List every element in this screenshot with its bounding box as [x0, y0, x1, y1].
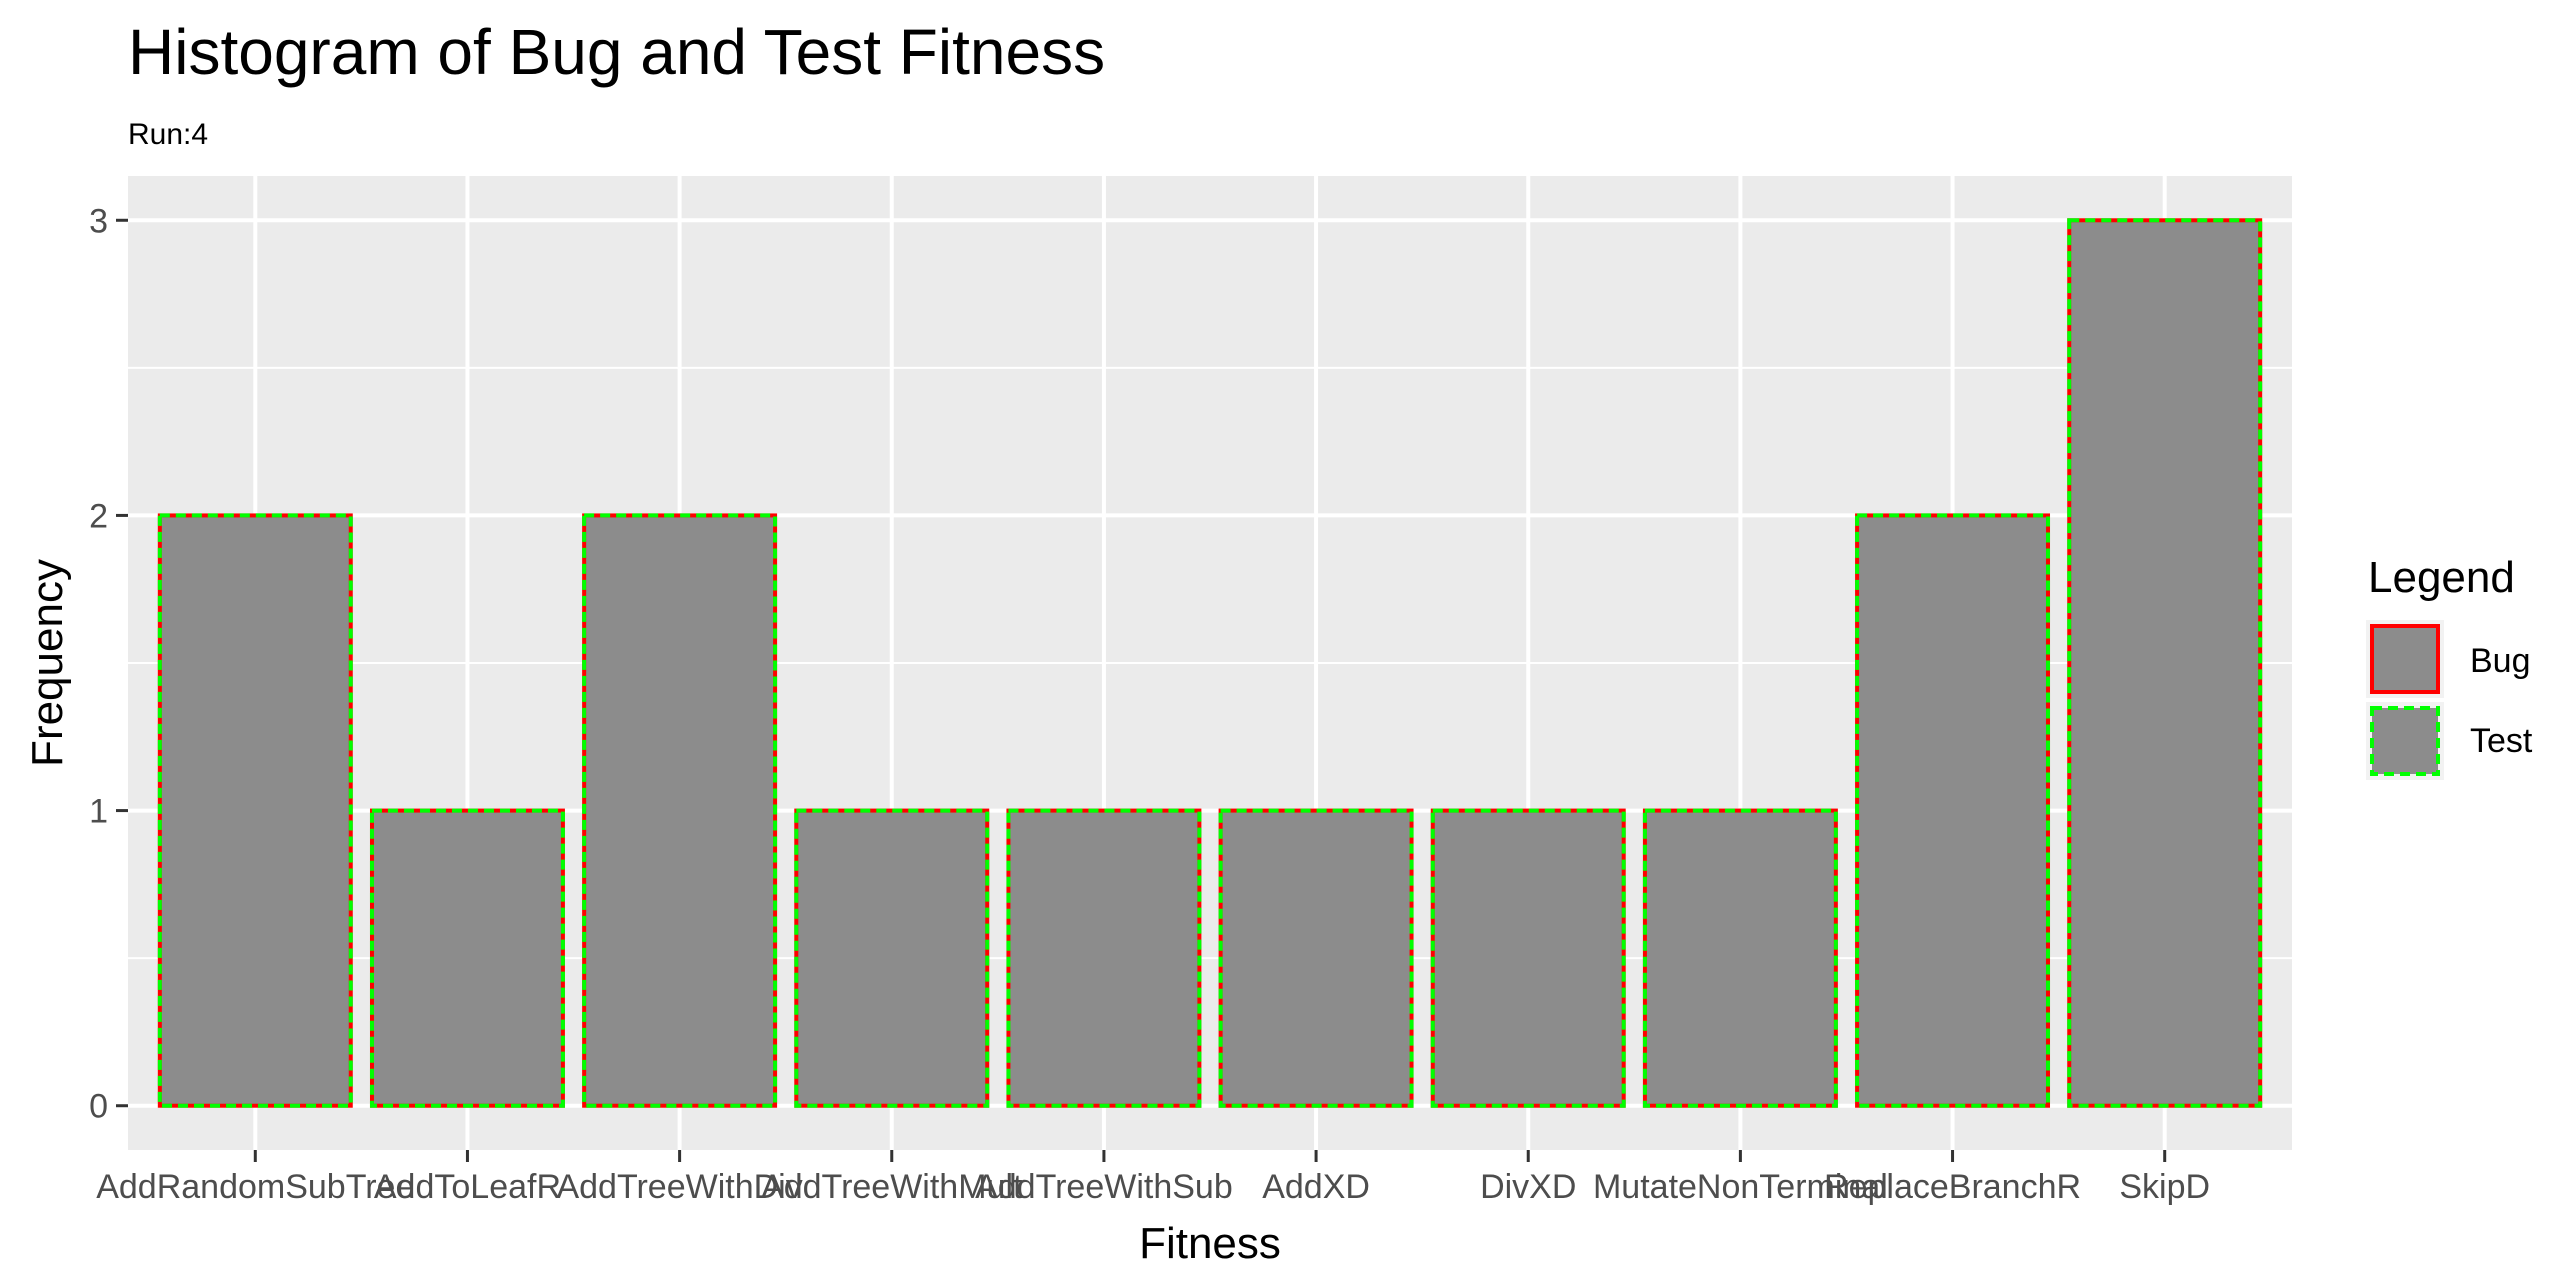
x-tick-label: AddRandomSubTree	[96, 1168, 414, 1206]
bar-test	[1642, 808, 1838, 1108]
bar-bug	[1642, 808, 1838, 1108]
x-tick-label: AddTreeWithSub	[975, 1168, 1233, 1206]
bar-bug	[1430, 808, 1626, 1108]
bar-test	[369, 808, 565, 1108]
y-axis-ticks: 0 1 2 3	[89, 202, 128, 1126]
bar-test	[1218, 808, 1414, 1108]
x-tick-label: DivXD	[1480, 1168, 1576, 1206]
chart-subtitle: Run:4	[128, 118, 208, 151]
bar-test	[582, 513, 778, 1108]
x-tick-label: AddTreeWithDiv	[556, 1168, 802, 1206]
bar-test	[157, 513, 353, 1108]
x-tick-label: MutateNonTerminal	[1593, 1168, 1888, 1206]
bar-test	[1855, 513, 2051, 1108]
x-axis-label: Fitness	[1139, 1219, 1281, 1268]
bar-test	[2067, 218, 2263, 1108]
y-tick-label: 1	[89, 793, 108, 831]
bar-test	[794, 808, 990, 1108]
legend-key-bug	[2370, 624, 2440, 694]
x-tick-label: AddToLeafR	[374, 1168, 561, 1206]
bar-bug	[369, 808, 565, 1108]
x-axis-ticks: AddRandomSubTreeAddToLeafRAddTreeWithDiv…	[96, 1150, 2210, 1206]
bar-bug	[1006, 808, 1202, 1108]
bar-bug	[1855, 513, 2051, 1108]
x-tick-label: ReplaceBranchR	[1824, 1168, 2081, 1206]
bar-bug	[1218, 808, 1414, 1108]
y-axis-label: Frequency	[23, 559, 72, 767]
bar-bug	[157, 513, 353, 1108]
x-tick-label: AddXD	[1262, 1168, 1370, 1206]
x-tick-label: AddTreeWithMult	[761, 1168, 1023, 1206]
bars	[157, 218, 2263, 1108]
y-tick-label: 0	[89, 1088, 108, 1126]
chart-title: Histogram of Bug and Test Fitness	[128, 16, 1105, 88]
x-tick-label: SkipD	[2119, 1168, 2210, 1206]
legend-label-bug: Bug	[2470, 642, 2531, 680]
bar-bug	[2067, 218, 2263, 1108]
legend-title: Legend	[2368, 553, 2515, 602]
bar-test	[1006, 808, 1202, 1108]
bar-test	[1430, 808, 1626, 1108]
y-tick-label: 3	[89, 202, 108, 240]
legend-label-test: Test	[2470, 722, 2533, 760]
legend: Legend Bug Test	[2366, 553, 2533, 780]
y-tick-label: 2	[89, 497, 108, 535]
legend-key-test	[2370, 706, 2440, 776]
bar-bug	[794, 808, 990, 1108]
bar-bug	[582, 513, 778, 1108]
